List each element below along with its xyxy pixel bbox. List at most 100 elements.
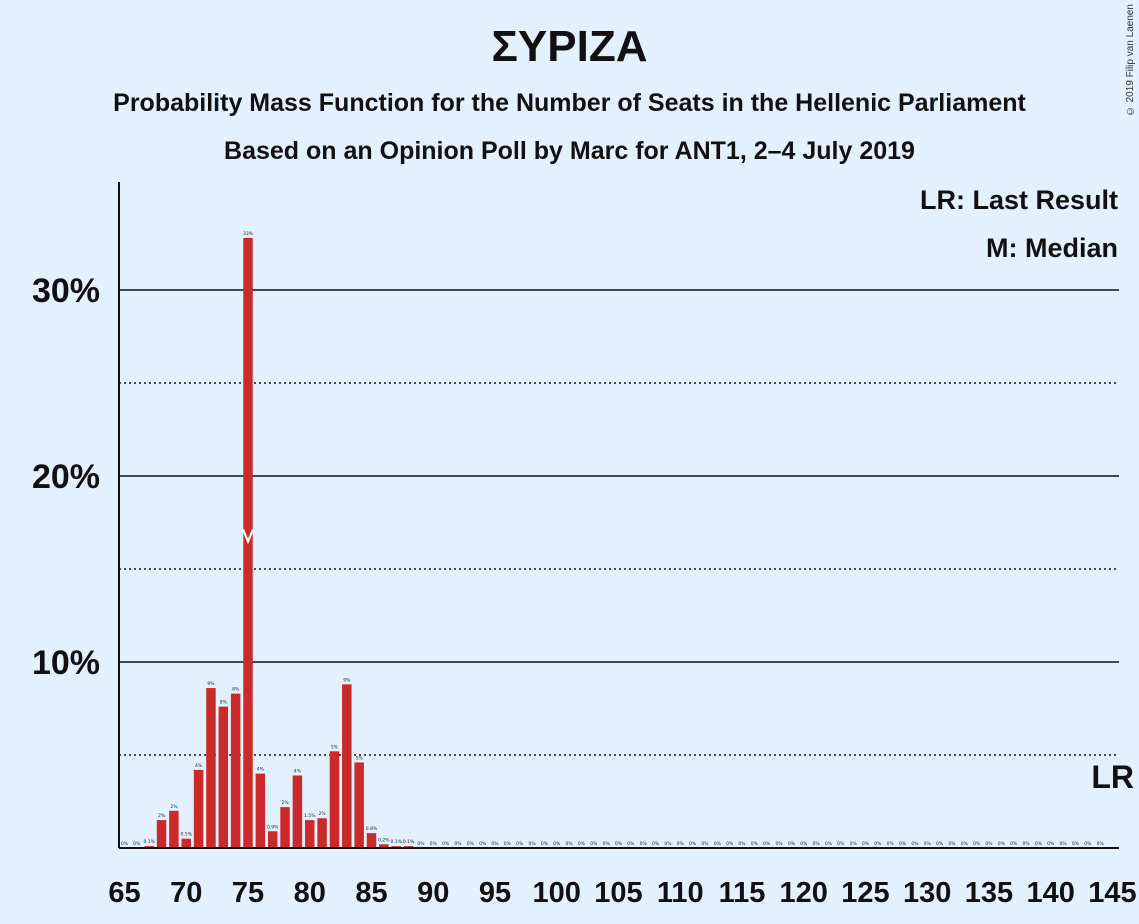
chart-title: ΣΥΡΙΖΑ [491,22,648,71]
data-label: 0% [813,841,821,847]
data-label: 0.1% [143,839,155,845]
data-label: 0% [1097,841,1105,847]
bar [267,831,278,848]
data-label: 0% [1022,841,1030,847]
bar [193,769,204,848]
bar [292,775,303,848]
data-label: 0% [701,841,709,847]
data-label: 0% [714,841,722,847]
x-tick-label: 90 [417,877,449,909]
x-tick-label: 100 [533,877,581,909]
data-label: 8% [232,687,240,693]
data-label: 0% [973,841,981,847]
data-label: 2% [170,804,178,810]
bar [218,706,229,848]
axes [118,182,1119,849]
data-label: 0% [911,841,919,847]
data-label: 0% [677,841,685,847]
x-tick-labels: 65 70 75 80 85 90 95 100 105 110 115 120 125 130 135 14… [108,877,1136,909]
bars [144,237,414,849]
bar [181,838,191,848]
data-label: 2% [319,811,327,817]
bar [206,688,216,848]
data-label: 0% [689,841,697,847]
x-tick-label: 135 [965,877,1013,909]
data-label: 0% [578,841,586,847]
data-label: 0% [652,841,660,847]
data-label: 0% [553,841,561,847]
data-label: 0.2% [378,837,390,843]
bar [169,810,179,848]
y-tick-label: 10% [32,644,100,682]
x-tick-label: 105 [594,877,642,909]
median-marker [241,529,255,545]
data-label: 0.5% [181,832,193,838]
data-label: 0% [948,841,956,847]
x-tick-label: 70 [170,877,202,909]
data-label: 0% [430,841,438,847]
data-label: 0% [442,841,450,847]
bar [305,820,315,848]
chart-subtitle-1: Probability Mass Function for the Number… [113,89,1026,117]
legend-last-result: LR: Last Result [920,185,1118,215]
x-tick-label: 110 [657,877,704,909]
bar [342,684,352,848]
data-label: 0% [541,841,549,847]
data-label: 0% [640,841,648,847]
data-label: 4% [257,767,265,773]
data-label: 0% [504,841,512,847]
data-label: 0% [924,841,932,847]
data-label: 0% [590,841,598,847]
data-label: 0% [738,841,746,847]
x-tick-label: 145 [1088,877,1136,909]
data-label: 0% [528,841,536,847]
data-label: 8% [220,700,228,706]
x-tick-label: 125 [841,877,889,909]
data-label: 0% [479,841,487,847]
data-label: 9% [343,677,351,683]
x-tick-label: 120 [780,877,828,909]
data-label: 0% [516,841,524,847]
data-label: 5% [331,744,339,750]
x-tick-label: 95 [479,877,511,909]
bar [156,820,167,848]
data-label: 33% [243,231,254,237]
data-label: 0% [837,841,845,847]
data-label: 9% [207,681,215,687]
data-label: 0% [961,841,969,847]
data-label: 0% [763,841,771,847]
data-label: 0% [936,841,944,847]
data-label: 0% [603,841,611,847]
data-label: 0% [1047,841,1055,847]
legend-median: M: Median [986,233,1118,263]
data-label: 4% [294,768,302,774]
data-label: 0.1% [403,839,415,845]
x-tick-label: 140 [1027,877,1075,909]
x-tick-label: 85 [355,877,387,909]
bar [255,773,266,848]
data-label: 1.5% [304,813,316,819]
y-tick-label: 20% [32,458,100,496]
data-label: 0% [788,841,796,847]
data-label: 0% [850,841,858,847]
bar [366,833,377,848]
data-label: 0% [566,841,574,847]
data-label: 0.1% [390,839,402,845]
data-label: 0% [751,841,759,847]
data-label: 0% [491,841,499,847]
data-label: 0% [887,841,895,847]
data-label: 0% [417,841,425,847]
y-tick-label: 30% [32,272,100,310]
x-tick-label: 65 [108,877,140,909]
data-label: 0% [1084,841,1092,847]
data-label: 0% [1010,841,1018,847]
data-label: 0% [664,841,672,847]
x-tick-label: 130 [903,877,951,909]
bar [329,751,340,848]
data-label: 4% [195,763,203,769]
bar [379,844,389,848]
data-label: 0% [1072,841,1080,847]
data-label: 0% [800,841,808,847]
data-label: 5% [356,755,364,761]
